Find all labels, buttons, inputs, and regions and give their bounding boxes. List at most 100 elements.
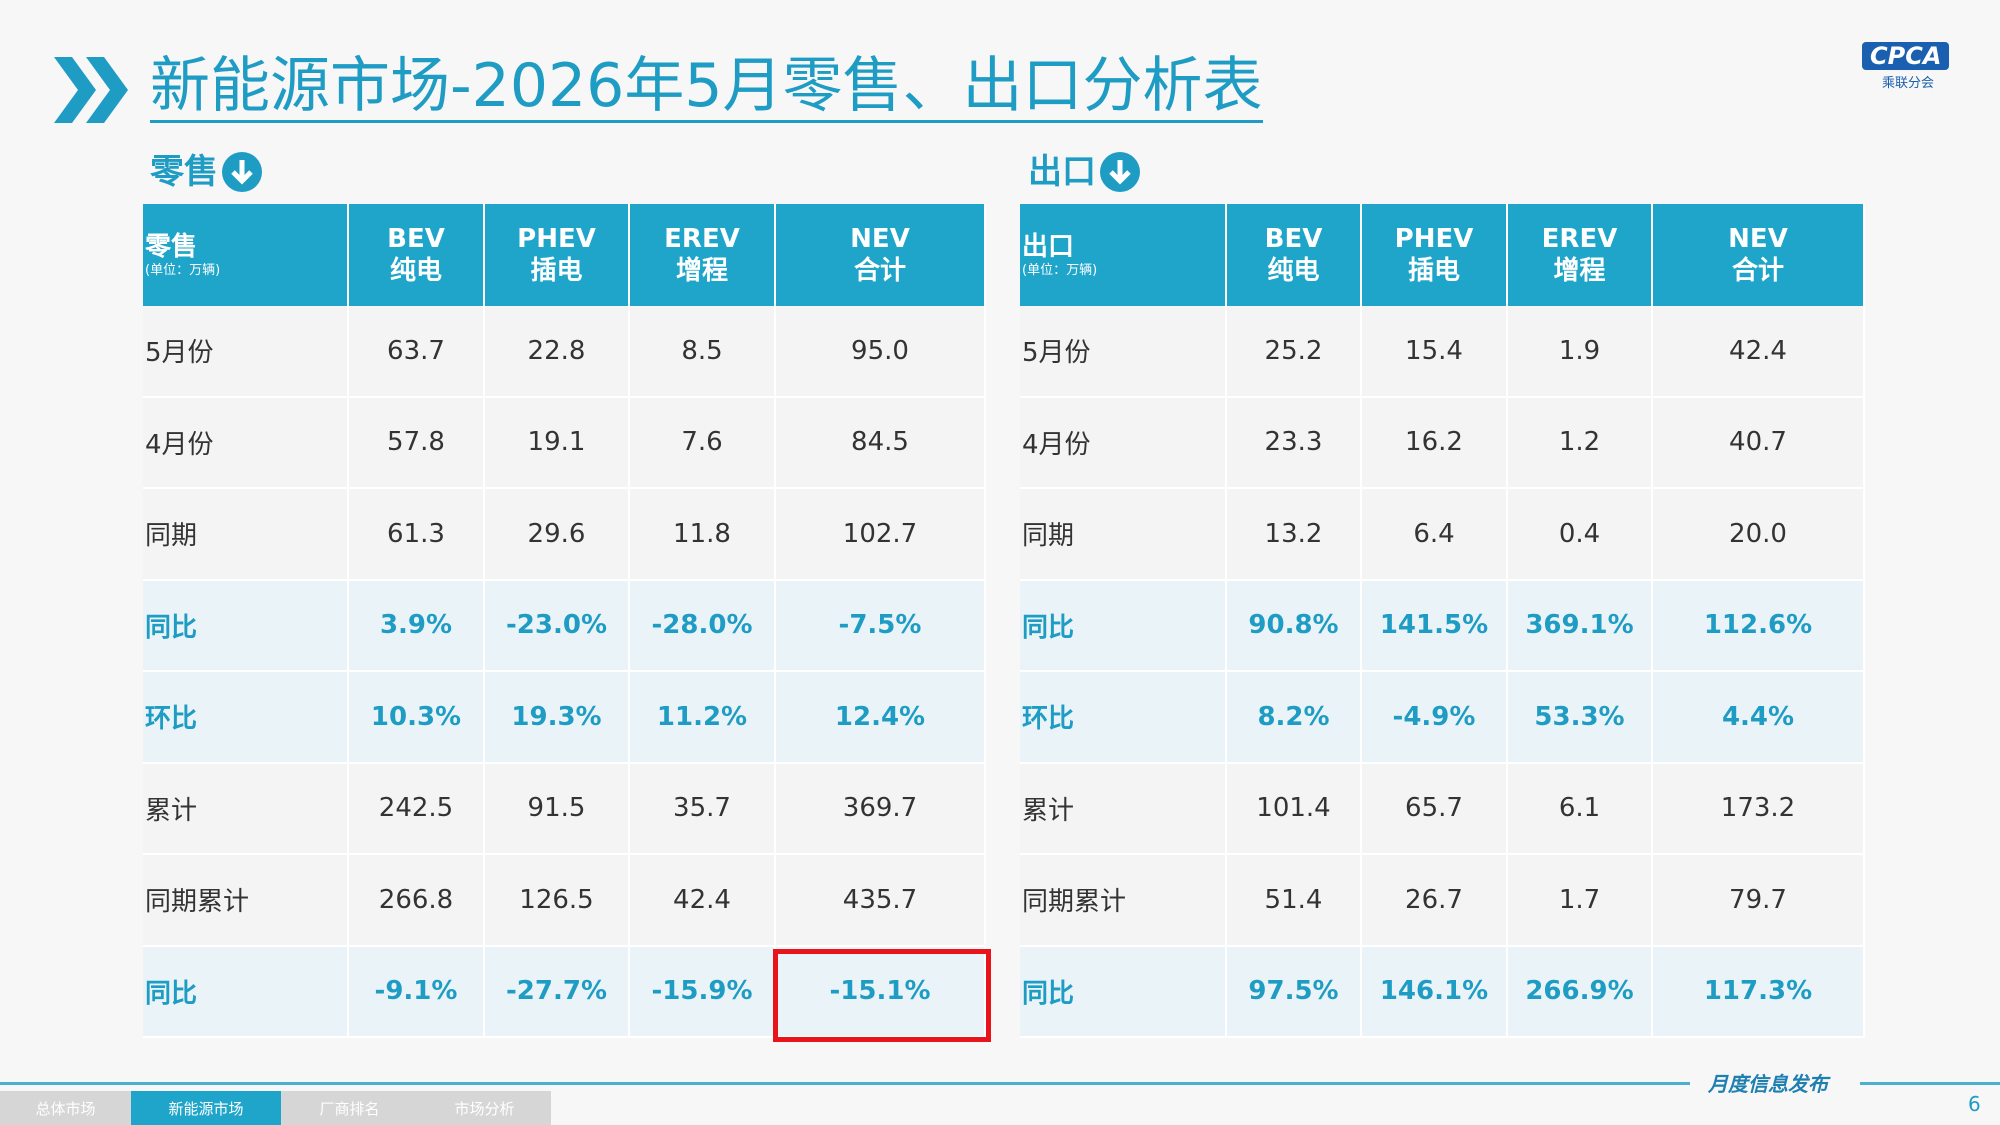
column-header: NEV 合计: [776, 204, 986, 306]
header-line: 插电: [530, 256, 583, 286]
table-cell: 101.4: [1227, 763, 1362, 855]
column-header: PHEV 插电: [1362, 204, 1508, 306]
header-line: 增程: [675, 256, 728, 286]
table-cell: 19.1: [485, 397, 630, 489]
table-cell: 11.8: [630, 489, 776, 581]
header-line: 增程: [1553, 256, 1606, 286]
table-cell: 146.1%: [1362, 946, 1508, 1038]
table-cell: 8.2%: [1227, 672, 1362, 764]
table-cell: 19.3%: [485, 672, 630, 764]
row-label: 环比: [1020, 672, 1227, 764]
header-line: EREV: [664, 224, 740, 254]
table-cell: 435.7: [776, 855, 986, 947]
footer-tab: 总体市场: [0, 1091, 131, 1125]
table-cell: 369.1%: [1508, 580, 1653, 672]
logo-sub: 乘联分会: [1882, 76, 1935, 91]
table-cell: 173.2: [1653, 763, 1865, 855]
header-line: 纯电: [1267, 256, 1320, 286]
table-cell: 20.0: [1653, 489, 1865, 581]
table-cell: 13.2: [1227, 489, 1362, 581]
header-line: BEV: [387, 224, 445, 254]
table-cell: 40.7: [1653, 397, 1865, 489]
table-cell: 369.7: [776, 763, 986, 855]
row-label: 4月份: [1020, 397, 1227, 489]
table-cell: 126.5: [485, 855, 630, 947]
table-cell: 26.7: [1362, 855, 1508, 947]
logo-text: CPCA: [1862, 42, 1950, 70]
table-cell: 1.2: [1508, 397, 1653, 489]
header-line: NEV: [1728, 224, 1788, 254]
table-cell: 42.4: [630, 855, 776, 947]
table-cell: 23.3: [1227, 397, 1362, 489]
table-cell: 79.7: [1653, 855, 1865, 947]
table-cell: -27.7%: [485, 946, 630, 1038]
table-cell: 51.4: [1227, 855, 1362, 947]
table-cell: -4.9%: [1362, 672, 1508, 764]
table-cell: 3.9%: [349, 580, 485, 672]
table-cell: 4.4%: [1653, 672, 1865, 764]
header-line: PHEV: [1394, 224, 1474, 254]
footer-line: [0, 1082, 1690, 1085]
table-cell: 6.1: [1508, 763, 1653, 855]
section-label: 零售: [150, 152, 218, 192]
row-label: 累计: [143, 763, 349, 855]
header-line: PHEV: [517, 224, 596, 254]
table-cell: -15.1%: [776, 946, 986, 1038]
header-line: 合计: [853, 256, 906, 286]
table-cell: 15.4: [1362, 306, 1508, 398]
table-cell: 90.8%: [1227, 580, 1362, 672]
footer-tab: 厂商排名: [281, 1091, 418, 1125]
column-header: NEV 合计: [1653, 204, 1865, 306]
section-icon: [222, 152, 262, 192]
table-cell: 63.7: [349, 306, 485, 398]
table-cell: 12.4%: [776, 672, 986, 764]
table-cell: -15.9%: [630, 946, 776, 1038]
header-line: 纯电: [389, 256, 442, 286]
table-cell: 102.7: [776, 489, 986, 581]
table-cell: 57.8: [349, 397, 485, 489]
table-cell: 117.3%: [1653, 946, 1865, 1038]
footer-slogan: 月度信息发布: [1708, 1072, 1828, 1096]
header-line: 出口: [1022, 232, 1075, 262]
section-label: 出口: [1028, 152, 1096, 192]
row-label: 5月份: [143, 306, 349, 398]
table-cell: -7.5%: [776, 580, 986, 672]
table-cell: 91.5: [485, 763, 630, 855]
table-cell: 29.6: [485, 489, 630, 581]
page-number: 6: [1968, 1092, 1981, 1116]
row-label: 同比: [143, 580, 349, 672]
row-label: 4月份: [143, 397, 349, 489]
row-label: 同期: [1020, 489, 1227, 581]
slide-title: 新能源市场-2026年5月零售、出口分析表: [150, 51, 1263, 123]
footer-tab: 市场分析: [418, 1091, 551, 1125]
column-header: BEV 纯电: [1227, 204, 1362, 306]
header-line: (单位：万辆): [1022, 263, 1098, 278]
column-header: BEV 纯电: [349, 204, 485, 306]
header-line: 合计: [1731, 256, 1784, 286]
column-header: 出口 (单位：万辆): [1020, 204, 1227, 306]
table-cell: 65.7: [1362, 763, 1508, 855]
section-icon: [1100, 152, 1140, 192]
table-cell: 11.2%: [630, 672, 776, 764]
logo: CPCA 乘联分会: [1832, 42, 1972, 92]
chevrons: [54, 57, 128, 123]
table-cell: 61.3: [349, 489, 485, 581]
column-header: EREV 增程: [1508, 204, 1653, 306]
table-cell: 0.4: [1508, 489, 1653, 581]
table-cell: 95.0: [776, 306, 986, 398]
table-cell: 22.8: [485, 306, 630, 398]
table-cell: 1.7: [1508, 855, 1653, 947]
column-header: 零售 (单位：万辆): [143, 204, 349, 306]
table-cell: 266.8: [349, 855, 485, 947]
table-cell: -28.0%: [630, 580, 776, 672]
table-cell: 53.3%: [1508, 672, 1653, 764]
table-cell: 6.4: [1362, 489, 1508, 581]
row-label: 同期累计: [1020, 855, 1227, 947]
table-cell: -9.1%: [349, 946, 485, 1038]
footer-line: [1860, 1082, 2000, 1085]
row-label: 同期累计: [143, 855, 349, 947]
footer-tab: 新能源市场: [131, 1091, 281, 1125]
column-header: PHEV 插电: [485, 204, 630, 306]
table-cell: 42.4: [1653, 306, 1865, 398]
